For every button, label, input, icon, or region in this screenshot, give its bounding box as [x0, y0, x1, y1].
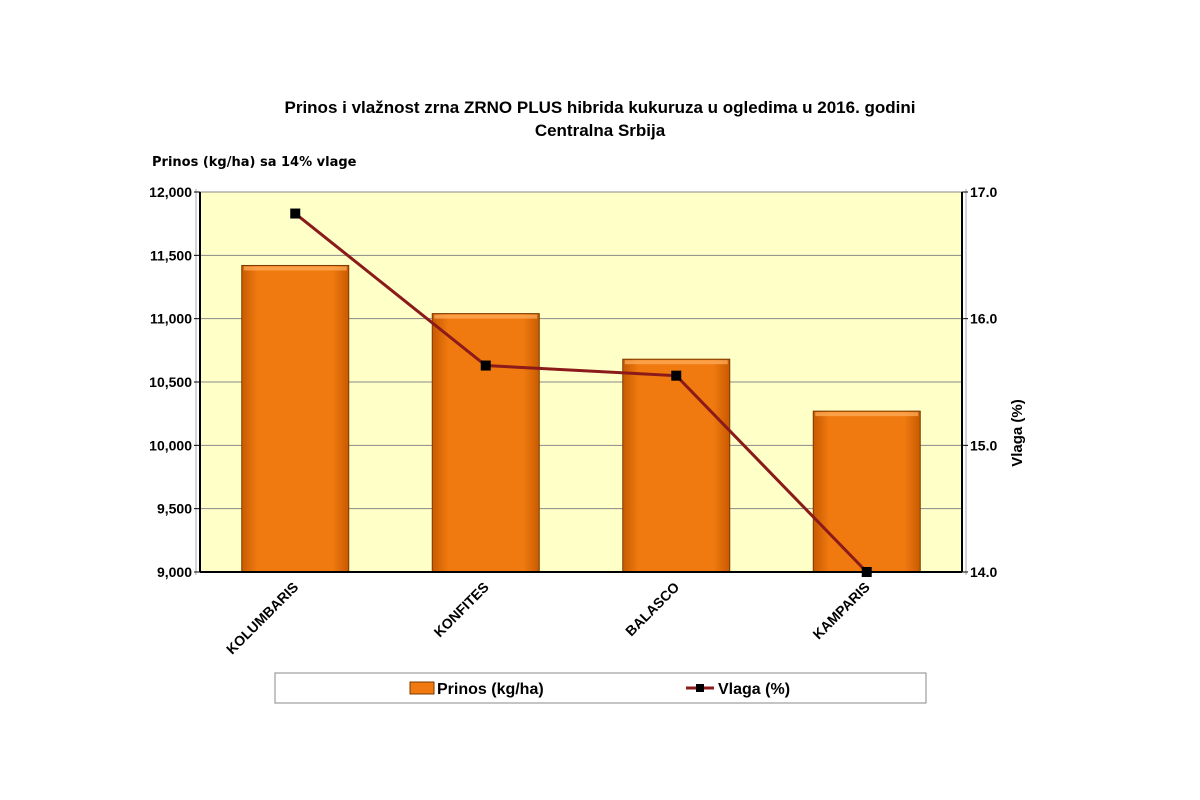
legend-prinos-swatch	[410, 682, 434, 694]
tick-label-left: 9,500	[157, 501, 192, 517]
category-label-balasco: BALASCO	[622, 579, 682, 639]
tick-label-left: 10,000	[149, 437, 192, 453]
legend-vlaga-marker	[696, 684, 704, 692]
legend-box	[275, 673, 926, 703]
tick-label-right: 16.0	[970, 311, 997, 327]
bar-konfites	[432, 314, 539, 572]
bar-balasco	[623, 359, 730, 572]
tick-label-right: 17.0	[970, 184, 997, 200]
bar-highlight	[815, 412, 918, 416]
tick-label-left: 11,000	[150, 311, 192, 327]
tick-label-left: 11,500	[150, 247, 192, 263]
bar-highlight	[244, 266, 347, 270]
bar-kolumbaris	[242, 265, 349, 572]
tick-label-left: 10,500	[149, 374, 192, 390]
chart-title: Prinos i vlažnost zrna ZRNO PLUS hibrida…	[285, 98, 916, 117]
category-label-konfites: KONFITES	[431, 579, 492, 640]
y-axis-label-right: Vlaga (%)	[1009, 399, 1026, 467]
tick-label-left: 9,000	[157, 564, 192, 580]
legend-prinos-label: Prinos (kg/ha)	[437, 681, 544, 698]
bar-highlight	[434, 315, 537, 319]
category-label-kolumbaris: KOLUMBARIS	[223, 579, 301, 657]
tick-label-right: 15.0	[970, 437, 997, 453]
chart-subtitle: Centralna Srbija	[535, 121, 666, 140]
tick-label-left: 12,000	[149, 184, 192, 200]
vlaga-marker-kamparis	[862, 567, 872, 577]
vlaga-marker-konfites	[481, 361, 491, 371]
vlaga-marker-kolumbaris	[290, 209, 300, 219]
y-axis-label-left: Prinos (kg/ha) sa 14% vlage	[152, 155, 357, 170]
category-label-kamparis: KAMPARIS	[809, 579, 872, 642]
tick-label-right: 14.0	[970, 564, 997, 580]
bar-kamparis	[813, 411, 920, 572]
legend-vlaga-label: Vlaga (%)	[718, 681, 790, 698]
vlaga-marker-balasco	[671, 371, 681, 381]
bar-highlight	[625, 360, 728, 364]
